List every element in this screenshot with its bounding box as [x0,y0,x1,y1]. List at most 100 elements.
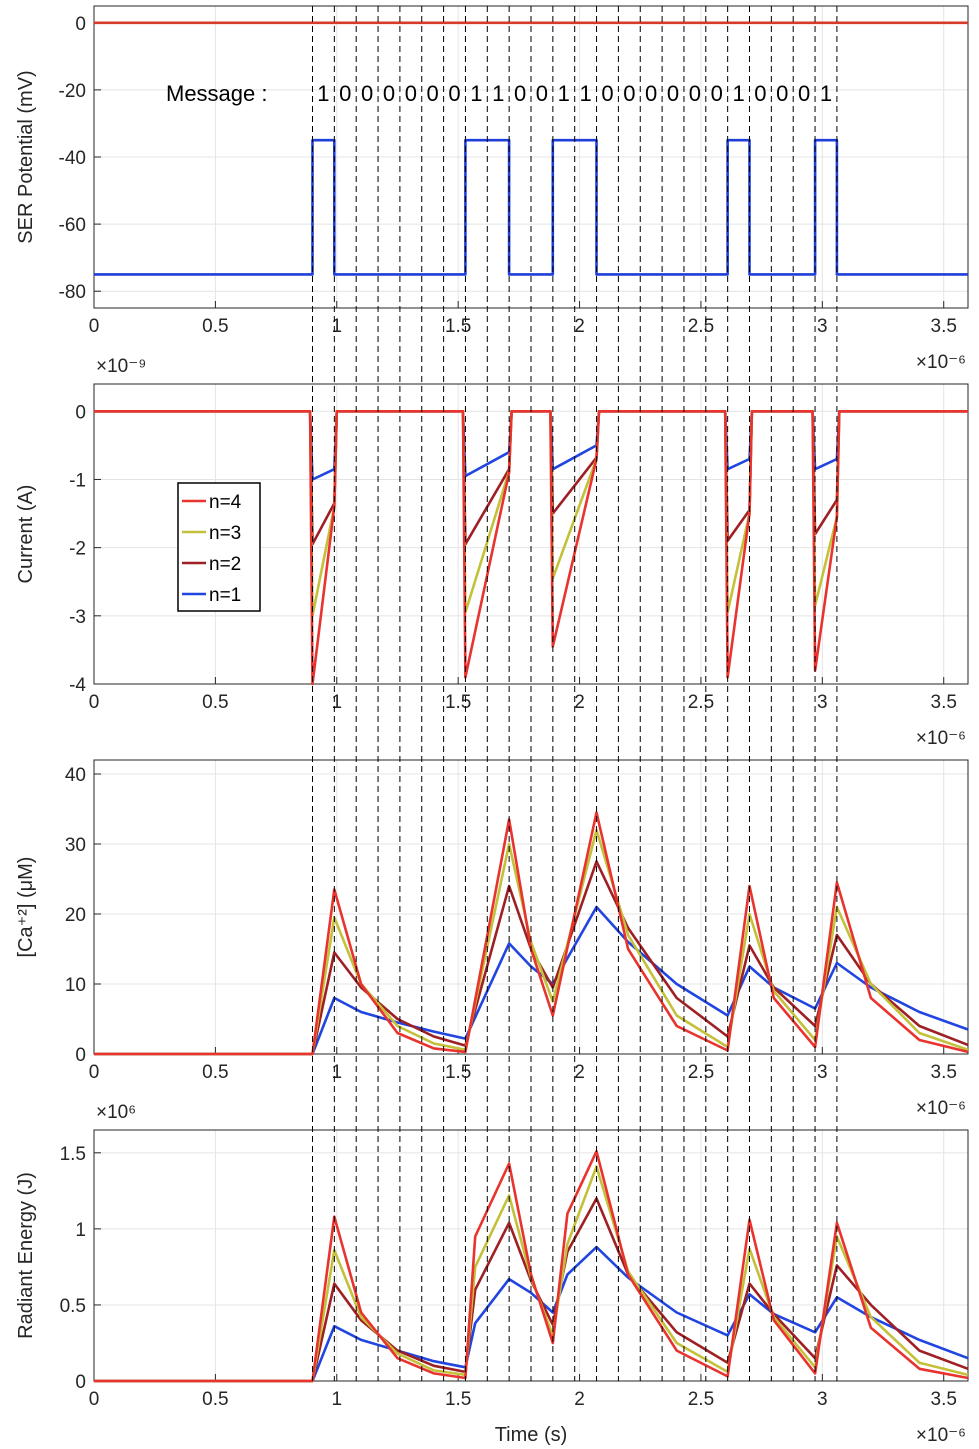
x-tick-label: 3.5 [931,692,957,713]
message-bit: 0 [645,81,657,106]
message-bit: 0 [427,81,439,106]
message-bit: 1 [580,81,592,106]
series-line-n-4 [94,1150,969,1383]
series-line-n-4 [94,811,969,1056]
y-tick-label: -4 [69,675,86,696]
legend-entry: n=4 [209,492,242,513]
x-tick-label: 2 [574,1389,585,1410]
message-bit: 1 [470,81,482,106]
x-tick-label: 3 [817,1389,828,1410]
y-tick-label: -3 [69,607,86,628]
x-tick-label: 0 [89,692,100,713]
x-tick-label: 1.5 [445,1389,471,1410]
x-exponent-label: ×10⁻⁶ [916,728,966,749]
y-axis-label: Current (A) [15,485,37,584]
x-tick-label: 0 [89,1389,100,1410]
y-tick-label: 0 [75,1372,86,1393]
y-axis-label: [Ca⁺²] (μM) [15,857,37,958]
message-bit: 0 [383,81,395,106]
y-tick-label: 20 [65,905,86,926]
y-tick-label: -20 [59,81,86,102]
x-axis-label: Time (s) [495,1424,568,1446]
x-exponent-label: ×10⁻⁶ [916,1425,966,1446]
legend-box [177,482,261,612]
message-bit: 0 [711,81,723,106]
message-bit: 0 [689,81,701,106]
x-tick-label: 3 [817,316,828,337]
y-tick-label: 1 [75,1220,86,1241]
y-axis-label: SER Potential (mV) [15,70,37,243]
x-tick-label: 2 [574,316,585,337]
y-tick-label: 0 [75,1045,86,1066]
x-tick-label: 3.5 [931,316,957,337]
x-tick-label: 0.5 [202,316,228,337]
x-tick-label: 1.5 [445,1062,471,1083]
x-tick-label: 2.5 [688,316,714,337]
message-bit: 1 [492,81,504,106]
x-tick-label: 2.5 [688,1062,714,1083]
x-tick-label: 2.5 [688,1389,714,1410]
message-bit: 0 [339,81,351,106]
message-bit: 0 [623,81,635,106]
current-panel: 0 0.5 1 1.5 2 2.5 3 3.5 0 -1 -2 -3 -4 ×10⁻⁶ ×10⁻⁹ Curre… [15,356,969,749]
x-tick-label: 1 [331,1062,342,1083]
x-tick-label: 3 [817,692,828,713]
x-tick-label: 1 [331,692,342,713]
message-bit: 0 [601,81,613,106]
x-tick-label: 2 [574,692,585,713]
x-tick-label: 3.5 [931,1389,957,1410]
y-tick-label: -40 [59,148,86,169]
ser-potential-panel: 0 0.5 1 1.5 2 2.5 3 3.5 0 -20 -40 -60 -80 ×10⁻⁶ SER Po… [15,5,969,373]
axes-frame [93,383,969,685]
legend-entry: n=3 [209,523,241,544]
x-exponent-label: ×10⁻⁶ [916,352,966,373]
x-tick-label: 0.5 [202,1062,228,1083]
message-bit: 1 [732,81,744,106]
message-bit: 0 [798,81,810,106]
y-tick-label: -80 [59,282,86,303]
message-bit: 1 [558,81,570,106]
y-exponent-label: ×10⁶ [96,1102,136,1123]
radiant-energy-panel: 0 0.5 1 1.5 2 2.5 3 3.5 0 0.5 1 1.5 ×10⁻⁶ ×10⁶ Radiant… [15,1102,969,1446]
message-label: Message : [166,81,268,106]
x-tick-label: 0.5 [202,692,228,713]
y-tick-label: 0.5 [60,1296,86,1317]
y-tick-label: 40 [65,765,86,786]
message-bit: 0 [514,81,526,106]
x-tick-label: 3 [817,1062,828,1083]
series-line-n-4 [94,409,968,686]
y-tick-label: 30 [65,835,86,856]
message-bit: 1 [317,81,329,106]
message-bit: 0 [536,81,548,106]
y-tick-label: 0 [75,14,86,35]
y-tick-label: 1.5 [60,1144,86,1165]
x-tick-label: 1 [331,316,342,337]
x-tick-label: 0.5 [202,1389,228,1410]
x-tick-label: 2.5 [688,692,714,713]
message-bit: 0 [776,81,788,106]
x-tick-label: 1 [331,1389,342,1410]
x-tick-label: 1.5 [445,692,471,713]
x-tick-label: 2 [574,1062,585,1083]
x-tick-label: 0 [89,1062,100,1083]
x-tick-label: 0 [89,316,100,337]
y-tick-label: -1 [69,470,86,491]
calcium-panel: 0 0.5 1 1.5 2 2.5 3 3.5 0 10 20 30 40 ×10⁻⁶ [Ca⁺²] (μM… [15,759,969,1119]
message-bit: 0 [405,81,417,106]
x-exponent-label: ×10⁻⁶ [916,1098,966,1119]
message-bit: 0 [754,81,766,106]
y-tick-label: 10 [65,975,86,996]
y-tick-label: -2 [69,539,86,560]
message-bit: 0 [448,81,460,106]
message-bit: 0 [667,81,679,106]
y-tick-label: 0 [75,402,86,423]
legend-entry: n=1 [209,585,241,606]
bit-boundary-lines [312,6,838,1381]
message-bit: 1 [820,81,832,106]
message-bit: 0 [361,81,373,106]
y-exponent-label: ×10⁻⁹ [96,356,146,377]
x-tick-label: 1.5 [445,316,471,337]
x-tick-label: 3.5 [931,1062,957,1083]
legend-entry: n=2 [209,554,241,575]
